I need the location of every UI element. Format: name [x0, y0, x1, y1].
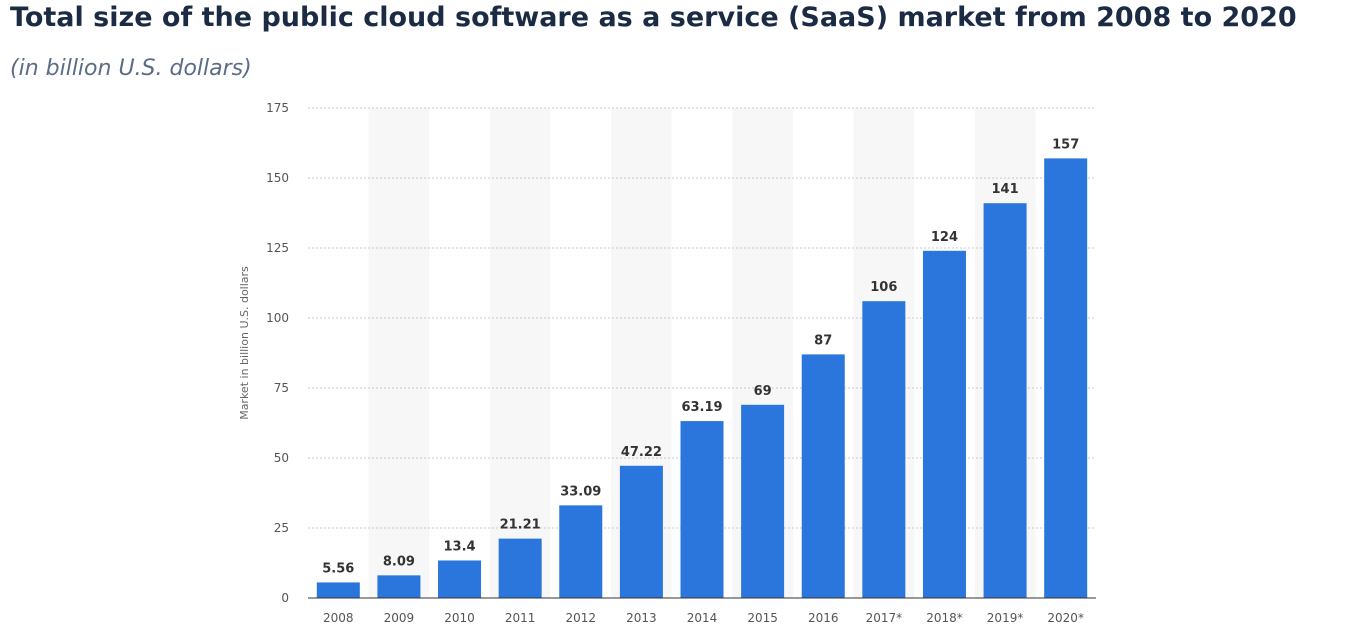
x-tick-label: 2020*: [1047, 611, 1084, 625]
data-label: 47.22: [621, 445, 662, 460]
y-axis-label: Market in billion U.S. dollars: [238, 266, 251, 420]
data-label: 69: [754, 384, 772, 399]
band: [489, 108, 551, 598]
data-label: 106: [870, 280, 897, 295]
bar: [438, 560, 482, 598]
bar: [862, 301, 906, 598]
y-tick-label: 25: [274, 521, 289, 535]
bar: [377, 575, 421, 598]
x-tick-label: 2010: [444, 611, 475, 625]
data-label: 141: [992, 182, 1019, 197]
data-label: 157: [1052, 137, 1079, 152]
y-tick-label: 0: [281, 591, 289, 605]
bar: [801, 354, 845, 598]
x-tick-label: 2008: [323, 611, 354, 625]
x-tick-label: 2011: [505, 611, 536, 625]
y-tick-label: 50: [274, 451, 289, 465]
data-label: 124: [931, 230, 958, 245]
bar: [741, 404, 785, 598]
y-tick-label: 175: [266, 101, 289, 115]
bar: [559, 505, 603, 598]
x-tick-label: 2014: [687, 611, 718, 625]
x-tick-label: 2013: [626, 611, 657, 625]
x-tick-label: 2017*: [866, 611, 903, 625]
data-label: 8.09: [383, 554, 415, 569]
x-tick-label: 2015: [747, 611, 778, 625]
y-tick-label: 125: [266, 241, 289, 255]
data-label: 21.21: [500, 518, 541, 533]
data-label: 63.19: [681, 400, 722, 415]
x-tick-label: 2016: [808, 611, 839, 625]
x-tick-label: 2019*: [987, 611, 1024, 625]
chart-subtitle: (in billion U.S. dollars): [10, 56, 252, 81]
x-tick-label: 2018*: [926, 611, 963, 625]
bars: [316, 158, 1088, 599]
y-tick-label: 150: [266, 171, 289, 185]
bar: [316, 582, 360, 598]
bar: [983, 203, 1027, 598]
bar: [498, 538, 542, 598]
x-tick-label: 2009: [384, 611, 415, 625]
data-label: 33.09: [560, 484, 601, 499]
y-tick-label: 75: [274, 381, 289, 395]
bar: [1044, 158, 1088, 598]
bar: [619, 465, 663, 598]
y-axis-ticks: 0 25 50 75 100 125 150 175: [266, 101, 289, 605]
bar: [922, 250, 966, 599]
data-label: 87: [814, 333, 832, 348]
data-label: 13.4: [443, 539, 475, 554]
x-axis-ticks: 2008 2009 2010 2011 2012 2013 2014 2015 2016 2017…: [323, 611, 1084, 625]
data-label: 5.56: [322, 561, 354, 576]
band: [368, 108, 430, 598]
bar: [680, 421, 724, 598]
chart-title: Total size of the public cloud software …: [10, 2, 1297, 33]
data-labels: 5.56 8.09 13.4 21.21 33.09 47.22 63.19 69 87 106 1…: [322, 137, 1079, 576]
x-tick-label: 2012: [565, 611, 596, 625]
y-tick-label: 100: [266, 311, 289, 325]
